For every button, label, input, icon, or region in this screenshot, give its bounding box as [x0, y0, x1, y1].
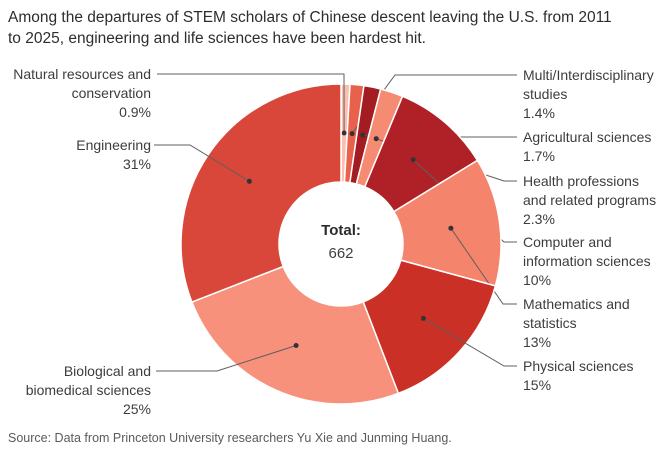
- slice-label-line: Agricultural sciences: [523, 129, 652, 145]
- leader-dot-8: [246, 178, 252, 184]
- slice-label-line: Computer and: [523, 234, 612, 250]
- slice-label-line: 1.4%: [523, 105, 555, 121]
- donut-center-total: Total: 662: [281, 219, 401, 265]
- total-value: 662: [328, 245, 354, 262]
- leader-dot-3: [373, 136, 379, 142]
- slice-label-7: Biological and biomedical sciences 25%: [26, 362, 151, 419]
- slice-label-line: 1.7%: [523, 148, 555, 164]
- slice-label-8: Engineering 31%: [76, 136, 151, 174]
- leader-line-0: [157, 73, 345, 134]
- donut-slice-7: [190, 265, 400, 405]
- leader-line-6: [423, 317, 517, 367]
- chart-headline-line2: to 2025, engineering and life sciences h…: [8, 30, 426, 47]
- slice-label-line: and related programs: [523, 192, 657, 208]
- slice-label-2: Agricultural sciences 1.7%: [523, 128, 651, 166]
- slice-label-line: 2.3%: [523, 211, 555, 227]
- slice-label-line: studies: [523, 86, 568, 102]
- leader-dot-6: [420, 315, 426, 321]
- slice-label-line: Biological and: [63, 363, 151, 379]
- leader-line-7: [156, 345, 297, 372]
- slice-label-line: information sciences: [523, 253, 651, 269]
- leader-dot-1: [349, 131, 355, 137]
- slice-label-line: Physical sciences: [523, 358, 634, 374]
- donut-slice-6: [362, 259, 497, 395]
- slice-label-0: Natural resources and conservation 0.9%: [13, 65, 151, 122]
- chart-headline-line1: Among the departures of STEM scholars of…: [8, 9, 612, 26]
- slice-label-line: statistics: [523, 315, 577, 331]
- slice-label-line: Natural resources and: [13, 66, 151, 82]
- total-label: Total:: [321, 222, 361, 239]
- slice-label-line: 31%: [122, 156, 151, 172]
- slice-label-line: Health professions: [523, 173, 639, 189]
- slice-label-line: Engineering: [76, 137, 151, 153]
- source-note: Source: Data from Princeton University r…: [8, 431, 452, 445]
- chart-headline: Among the departures of STEM scholars of…: [8, 7, 664, 49]
- leader-dot-0: [341, 130, 347, 136]
- leader-dot-5: [448, 225, 454, 231]
- leader-line-8: [154, 144, 250, 182]
- leader-line-5: [450, 227, 517, 305]
- slice-label-6: Physical sciences 15%: [523, 357, 634, 395]
- slice-label-line: 0.9%: [119, 104, 151, 120]
- slice-label-1: Multi/Interdisciplinary studies 1.4%: [523, 66, 654, 123]
- slice-label-4: Computer and information sciences 10%: [523, 233, 651, 290]
- leader-dot-2: [360, 132, 366, 138]
- slice-label-line: 15%: [523, 377, 552, 393]
- slice-label-line: Mathematics and: [523, 296, 630, 312]
- slice-label-3: Health professions and related programs 2.…: [523, 172, 656, 229]
- donut-slice-5: [392, 159, 502, 287]
- slice-label-line: 10%: [523, 272, 552, 288]
- slice-label-line: conservation: [71, 85, 151, 101]
- slice-label-line: biomedical sciences: [25, 382, 151, 398]
- slice-label-line: 13%: [523, 334, 552, 350]
- slice-label-5: Mathematics and statistics 13%: [523, 295, 630, 352]
- donut-slice-8: [180, 83, 342, 304]
- slice-label-line: Multi/Interdisciplinary: [523, 67, 654, 83]
- leader-dot-4: [410, 157, 416, 163]
- leader-dot-7: [293, 343, 299, 348]
- slice-label-line: 25%: [122, 401, 151, 417]
